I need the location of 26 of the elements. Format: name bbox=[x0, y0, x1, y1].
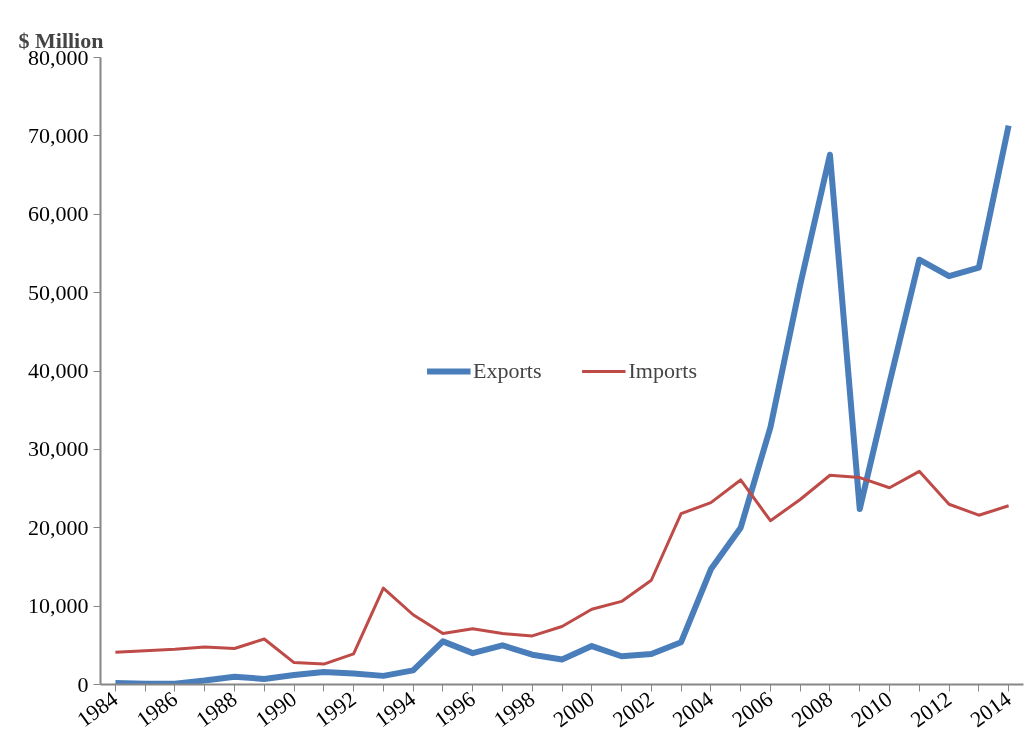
line-series bbox=[113, 469, 1011, 666]
y-tick-label: 50,000 bbox=[28, 279, 89, 305]
y-tick-label: 0 bbox=[77, 671, 89, 697]
x-tick-label: 1998 bbox=[488, 685, 540, 733]
x-tick-label: 2008 bbox=[786, 685, 838, 733]
x-tick-label: 2010 bbox=[846, 685, 897, 733]
x-tick-label: 2000 bbox=[548, 685, 599, 733]
y-tick-label: 10,000 bbox=[28, 593, 89, 619]
x-tick-label: 2006 bbox=[727, 685, 778, 733]
y-tick-label: 70,000 bbox=[28, 122, 89, 148]
x-tick-label: 2014 bbox=[965, 685, 1016, 733]
legend-label: Imports bbox=[628, 357, 697, 384]
x-tick-label: 1990 bbox=[250, 685, 302, 733]
legend-label: Exports bbox=[473, 357, 542, 384]
x-tick-label: 1996 bbox=[429, 685, 480, 733]
y-tick-label: 30,000 bbox=[28, 436, 89, 462]
x-tick-label: 2012 bbox=[905, 685, 957, 733]
y-tick-label: 40,000 bbox=[28, 358, 89, 383]
x-tick-label: 1992 bbox=[310, 685, 361, 733]
x-tick-label: 2002 bbox=[608, 685, 659, 733]
x-tick-label: 1994 bbox=[369, 685, 421, 733]
x-tick-label: 2004 bbox=[667, 685, 718, 733]
y-tick-label: 60,000 bbox=[28, 201, 89, 227]
y-tick-label: 20,000 bbox=[28, 514, 89, 540]
x-tick-label: 1986 bbox=[131, 685, 182, 733]
x-tick-label: 1988 bbox=[191, 685, 242, 733]
